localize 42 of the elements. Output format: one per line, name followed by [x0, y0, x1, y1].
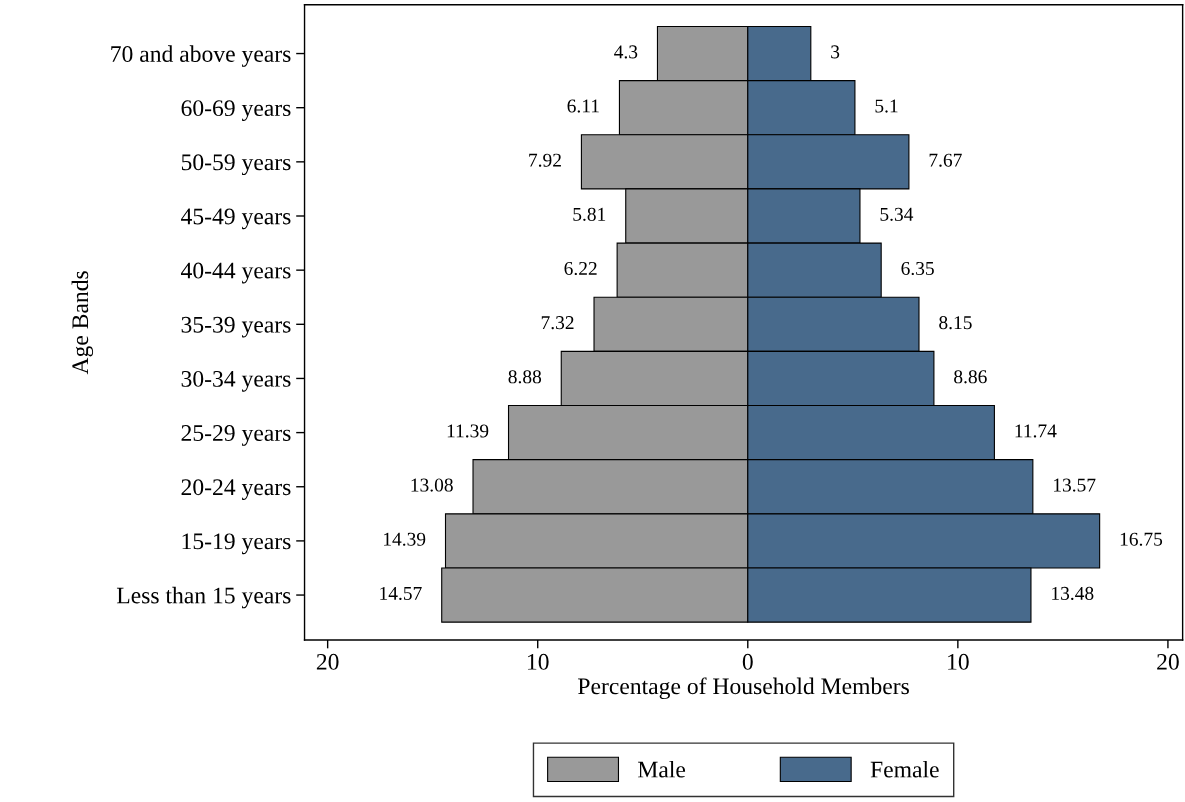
data-label: 11.39 — [447, 424, 489, 438]
data-label: 7.67 — [929, 153, 962, 167]
y-tick-label: 50-59 years — [181, 154, 291, 176]
data-label: 16.75 — [1120, 532, 1163, 546]
data-label: 7.92 — [529, 153, 561, 167]
y-tick-label: 60-69 years — [181, 100, 291, 121]
data-label: 13.48 — [1052, 586, 1094, 600]
data-label: 3 — [831, 45, 840, 59]
legend-label: Female — [870, 760, 939, 778]
x-axis-title: Percentage of Household Members — [578, 677, 909, 700]
data-label: 8.88 — [508, 370, 542, 384]
data-label: 6.35 — [901, 261, 934, 276]
y-tick-label: 25-29 years — [181, 425, 291, 446]
data-label: 5.81 — [573, 207, 606, 221]
x-tick-label: 20 — [316, 653, 339, 670]
data-label: 6.22 — [564, 261, 597, 276]
data-label: 14.39 — [384, 532, 426, 546]
x-tick-label: 10 — [527, 653, 549, 670]
data-label: 5.1 — [875, 99, 898, 113]
data-label: 4.3 — [614, 45, 638, 59]
y-tick-label: 15-19 years — [182, 533, 291, 555]
y-axis-title: Age Bands — [71, 271, 94, 375]
data-label: 7.32 — [541, 316, 574, 330]
data-label: 14.57 — [380, 586, 422, 600]
x-tick-label: 10 — [948, 653, 969, 670]
data-label: 13.08 — [411, 478, 453, 492]
y-tick-label: 20-24 years — [181, 479, 291, 500]
data-label: 8.15 — [939, 316, 972, 330]
x-tick-label: 0 — [742, 653, 753, 670]
data-label: 11.74 — [1015, 424, 1057, 438]
x-tick-label: 20 — [1157, 653, 1179, 670]
data-label: 5.34 — [880, 207, 914, 221]
y-tick-label: Less than 15 years — [116, 586, 291, 609]
data-label: 8.86 — [954, 370, 987, 384]
y-tick-label: 30-34 years — [181, 370, 291, 392]
legend-label: Male — [638, 760, 686, 778]
data-label: 13.57 — [1054, 478, 1096, 492]
y-tick-label: 35-39 years — [181, 316, 291, 338]
y-tick-label: 45-49 years — [181, 208, 291, 230]
y-tick-label: 70 and above years — [111, 45, 291, 67]
y-tick-label: 40-44 years — [181, 262, 291, 284]
data-label: 6.11 — [567, 99, 599, 113]
